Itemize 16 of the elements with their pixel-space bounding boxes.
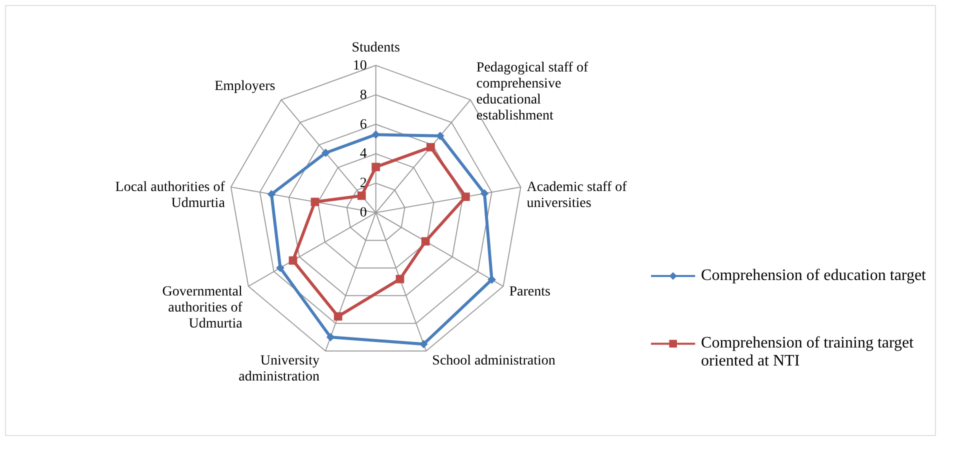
spoke-label: Students: [352, 40, 400, 56]
spoke-label: Local authorities of Udmurtia: [115, 180, 226, 212]
spoke-label: Governmental authorities of Udmurtia: [162, 284, 244, 332]
spoke-label: School administration: [432, 353, 556, 368]
y-tick-label: 0: [360, 206, 367, 221]
y-tick-label: 4: [360, 146, 367, 162]
legend-label: Comprehension of training target oriented at NTI: [701, 334, 914, 370]
legend-label: Comprehension of education target: [701, 266, 927, 284]
spoke-label: University administration: [238, 353, 320, 384]
y-tick-label: 6: [360, 117, 367, 132]
spoke-label: Pedagogical staff of comprehensive educational establishment: [476, 60, 588, 124]
spoke-label: Employers: [214, 79, 276, 94]
y-tick-label: 8: [360, 88, 367, 103]
spoke-label: Parents: [509, 284, 550, 300]
spoke-label: Academic staff of universities: [526, 180, 628, 212]
y-tick-label: 10: [352, 58, 367, 74]
